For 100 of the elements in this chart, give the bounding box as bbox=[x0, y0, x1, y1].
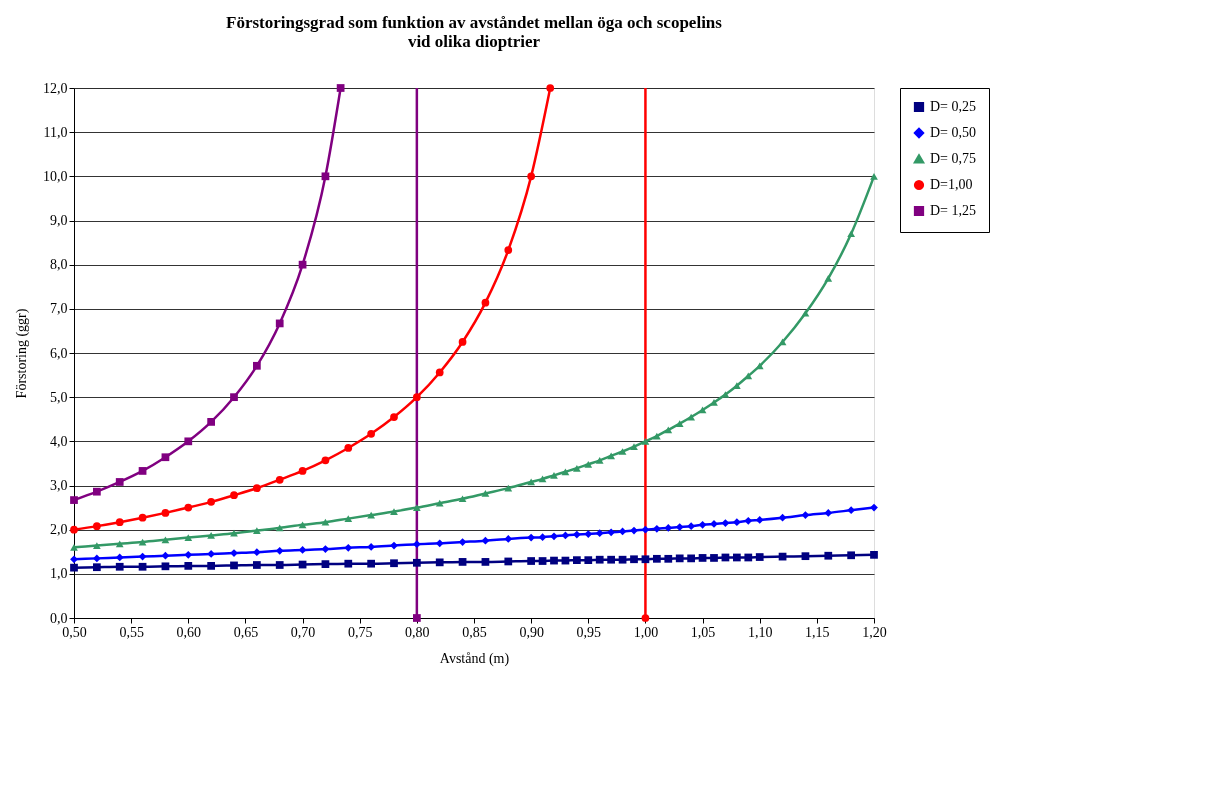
point bbox=[504, 246, 513, 254]
point bbox=[687, 522, 696, 531]
y-tick-label: 10,0 bbox=[43, 168, 68, 184]
point bbox=[184, 437, 193, 446]
point bbox=[732, 553, 741, 562]
point bbox=[321, 172, 330, 181]
point bbox=[115, 518, 124, 527]
point bbox=[870, 172, 878, 180]
point bbox=[161, 562, 170, 571]
point bbox=[252, 484, 261, 493]
point bbox=[721, 519, 730, 527]
legend-label: D= 0,50 bbox=[930, 125, 977, 140]
x-tick-label: 0,95 bbox=[576, 624, 602, 640]
point bbox=[538, 475, 547, 483]
x-tick-label: 0,50 bbox=[62, 624, 87, 640]
point bbox=[115, 478, 124, 486]
point bbox=[207, 562, 216, 570]
point bbox=[184, 503, 193, 512]
point bbox=[435, 499, 444, 507]
point bbox=[275, 319, 284, 328]
y-tick-label: 2,0 bbox=[50, 522, 68, 538]
point bbox=[607, 528, 616, 537]
point bbox=[336, 84, 345, 92]
point bbox=[344, 559, 353, 568]
y-tick-label: 1,0 bbox=[50, 566, 68, 582]
point bbox=[70, 496, 78, 504]
point bbox=[298, 467, 307, 475]
point bbox=[412, 393, 421, 402]
x-tick-label: 1,00 bbox=[633, 624, 659, 640]
x-tick-label: 0,75 bbox=[347, 624, 373, 640]
point bbox=[698, 554, 707, 562]
point bbox=[252, 561, 261, 569]
point bbox=[70, 555, 78, 564]
y-tick-label: 5,0 bbox=[50, 389, 68, 405]
point bbox=[390, 413, 398, 421]
point bbox=[652, 524, 661, 533]
point bbox=[252, 527, 261, 534]
point bbox=[595, 456, 604, 464]
point bbox=[561, 531, 570, 540]
point bbox=[527, 557, 536, 565]
x-tick-label: 0,60 bbox=[176, 624, 202, 640]
point bbox=[321, 560, 330, 568]
point bbox=[230, 561, 238, 570]
point bbox=[367, 559, 376, 568]
point bbox=[138, 562, 147, 571]
point bbox=[92, 542, 101, 549]
point bbox=[344, 515, 353, 522]
y-tick-label: 4,0 bbox=[50, 433, 68, 449]
point bbox=[732, 518, 741, 527]
point bbox=[161, 453, 170, 462]
x-tick-label: 0,70 bbox=[290, 624, 316, 640]
point bbox=[70, 543, 78, 551]
point bbox=[538, 533, 547, 542]
point bbox=[630, 443, 638, 450]
x-tick-label: 1,15 bbox=[805, 624, 830, 640]
point bbox=[207, 497, 216, 506]
point bbox=[504, 557, 513, 566]
point bbox=[801, 309, 810, 317]
point bbox=[847, 230, 856, 238]
point bbox=[321, 518, 330, 526]
point bbox=[641, 437, 650, 445]
point bbox=[561, 468, 570, 476]
point bbox=[92, 554, 101, 563]
point bbox=[298, 521, 307, 529]
point bbox=[618, 555, 627, 564]
legend-label: D=1,00 bbox=[930, 177, 973, 192]
point bbox=[252, 548, 261, 557]
point bbox=[744, 516, 753, 525]
point bbox=[412, 540, 421, 549]
point bbox=[641, 555, 650, 564]
point bbox=[481, 558, 490, 566]
point bbox=[138, 513, 147, 522]
point bbox=[207, 418, 216, 426]
point bbox=[778, 338, 787, 346]
point bbox=[390, 559, 398, 568]
point bbox=[92, 563, 101, 572]
point bbox=[161, 509, 170, 517]
point bbox=[618, 527, 627, 536]
point bbox=[252, 361, 261, 370]
point bbox=[412, 504, 421, 511]
point bbox=[801, 511, 810, 519]
point bbox=[550, 532, 558, 541]
x-tick-label: 1,20 bbox=[862, 624, 887, 640]
chart-title: Förstoringsgrad som funktion av avståndet mellan öga och scopelins vid olika dioptrier bbox=[226, 13, 723, 51]
point bbox=[824, 551, 833, 560]
y-tick-label: 0,0 bbox=[50, 610, 68, 626]
point bbox=[230, 529, 238, 537]
x-tick-label: 0,85 bbox=[462, 624, 487, 640]
point bbox=[458, 538, 467, 546]
y-tick-label: 6,0 bbox=[50, 345, 68, 361]
point bbox=[675, 554, 684, 563]
y-axis-title: Förstoring (ggr) bbox=[14, 308, 30, 399]
point bbox=[595, 555, 604, 564]
point bbox=[550, 556, 558, 565]
legend-label: D= 1,25 bbox=[930, 203, 977, 218]
point bbox=[298, 546, 307, 554]
point bbox=[584, 460, 593, 468]
legend-label: D= 0,75 bbox=[930, 151, 977, 166]
point bbox=[435, 539, 444, 548]
point bbox=[595, 529, 604, 538]
